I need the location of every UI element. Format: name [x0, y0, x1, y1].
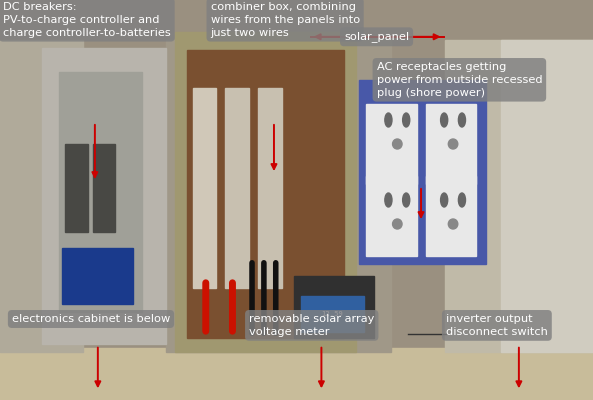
- Text: 12.59: 12.59: [321, 311, 343, 317]
- Ellipse shape: [448, 139, 458, 149]
- Bar: [193, 88, 216, 288]
- Ellipse shape: [441, 193, 448, 207]
- Bar: [166, 40, 391, 352]
- Bar: [258, 88, 282, 288]
- Bar: [301, 296, 364, 332]
- Ellipse shape: [385, 113, 392, 127]
- Ellipse shape: [393, 139, 402, 149]
- Bar: [93, 144, 115, 232]
- Bar: [366, 176, 417, 256]
- Text: inverter output
disconnect switch: inverter output disconnect switch: [446, 314, 548, 337]
- Bar: [445, 40, 593, 352]
- Bar: [366, 104, 417, 184]
- Ellipse shape: [403, 193, 410, 207]
- Bar: [0, 40, 83, 352]
- Bar: [65, 144, 88, 232]
- Ellipse shape: [448, 219, 458, 229]
- Bar: [42, 48, 166, 344]
- Text: AC receptacles getting
power from outside recessed
plug (shore power): AC receptacles getting power from outsid…: [377, 62, 542, 98]
- Text: combiner box, combining
wires from the panels into
just two wires: combiner box, combining wires from the p…: [211, 2, 360, 38]
- Bar: [59, 72, 142, 312]
- Bar: [294, 276, 374, 338]
- Bar: [225, 88, 249, 288]
- Bar: [501, 40, 593, 352]
- Ellipse shape: [393, 219, 402, 229]
- Bar: [62, 248, 133, 304]
- Text: removable solar array
voltage meter: removable solar array voltage meter: [249, 314, 374, 337]
- Ellipse shape: [458, 113, 466, 127]
- Bar: [187, 50, 344, 338]
- Bar: [175, 32, 356, 352]
- Ellipse shape: [458, 193, 466, 207]
- Text: solar_panel: solar_panel: [344, 31, 409, 42]
- Bar: [0, 348, 593, 400]
- Bar: [359, 80, 486, 264]
- Text: DC breakers:
PV-to-charge controller and
charge controller-to-batteries: DC breakers: PV-to-charge controller and…: [3, 2, 171, 38]
- Ellipse shape: [385, 193, 392, 207]
- Bar: [426, 104, 476, 184]
- Text: electronics cabinet is below: electronics cabinet is below: [12, 314, 170, 324]
- Bar: [426, 176, 476, 256]
- Ellipse shape: [441, 113, 448, 127]
- Ellipse shape: [403, 113, 410, 127]
